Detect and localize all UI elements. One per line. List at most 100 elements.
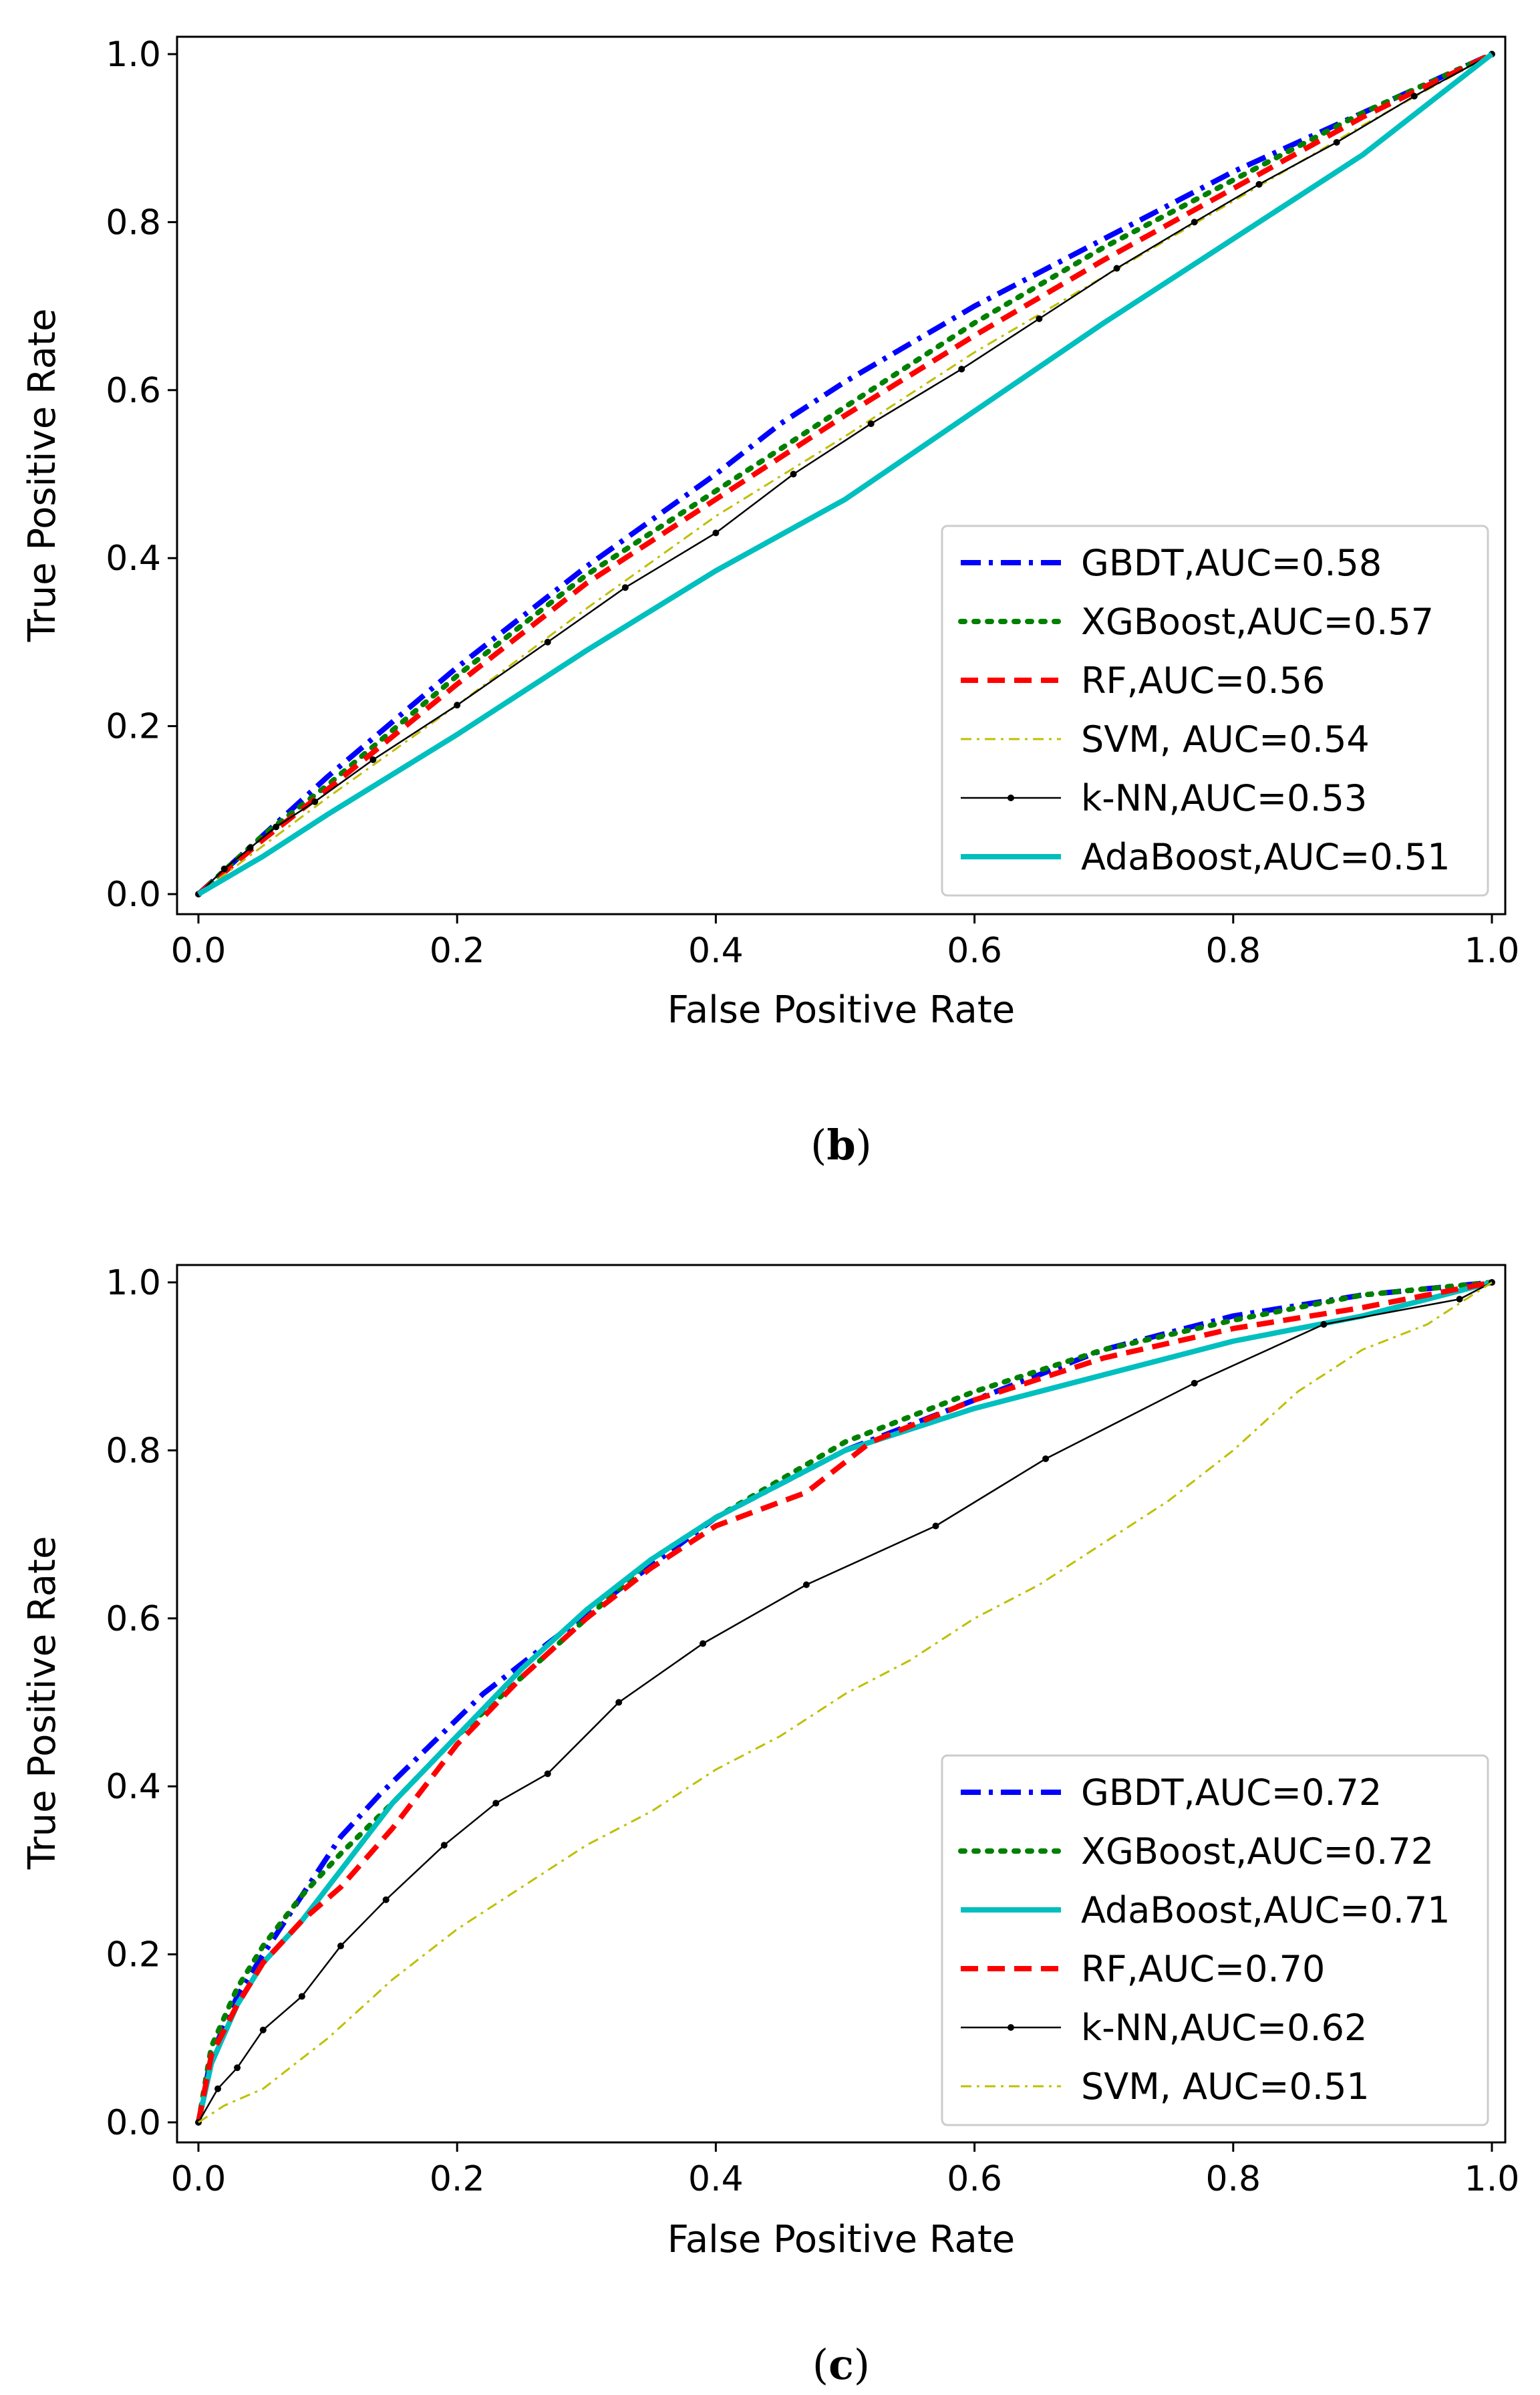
x-tick-label: 0.0 [171, 2159, 226, 2199]
series-point-k-nn [1036, 315, 1043, 322]
series-line-xgboost [196, 51, 1495, 897]
legend-entry: SVM, AUC=0.54 [1081, 718, 1370, 760]
series-line-rf [196, 1280, 1493, 2123]
panel-caption: (c) [812, 2340, 870, 2389]
x-tick-label: 0.8 [1205, 931, 1261, 971]
series-point-k-nn [220, 865, 228, 873]
y-tick-label: 0.6 [106, 371, 161, 411]
series-point-k-nn [621, 584, 629, 591]
y-tick-label: 1.0 [106, 35, 161, 75]
series-point-k-nn [382, 1896, 390, 1903]
series-point-k-nn [1191, 1379, 1198, 1387]
series-point-k-nn [932, 1522, 939, 1530]
x-tick-label: 0.6 [947, 2159, 1002, 2199]
x-tick-label: 0.2 [430, 2159, 485, 2199]
series-point-k-nn [247, 844, 254, 851]
series-point-k-nn [712, 529, 720, 537]
y-tick-label: 0.4 [106, 539, 161, 579]
caption-close-paren: ) [854, 2340, 870, 2389]
series-point-k-nn [615, 1699, 623, 1706]
legend-entry: RF,AUC=0.56 [1081, 660, 1325, 702]
roc-chart-c: 0.0 0.2 0.4 0.6 0.8 1.0 0.0 0.2 0.4 0.6 0.8 1.0 Fal… [21, 1263, 1519, 2389]
panel-label: c [828, 2340, 854, 2389]
legend-entry: XGBoost,AUC=0.72 [1081, 1830, 1434, 1872]
y-tick-label: 0.2 [106, 707, 161, 747]
y-axis-label: True Positive Rate [21, 1536, 64, 1870]
y-tick-label: 0.2 [106, 1935, 161, 1975]
series-line-svm [198, 1281, 1493, 2124]
series-point-k-nn [1255, 180, 1263, 188]
legend-entry: AdaBoost,AUC=0.71 [1081, 1889, 1450, 1931]
legend-marker [1008, 795, 1014, 801]
caption-open-paren: ( [810, 1121, 826, 1169]
series-point-k-nn [298, 1993, 305, 2000]
series-line-rf [196, 51, 1493, 897]
series-point-k-nn [273, 823, 280, 831]
legend-entry: SVM, AUC=0.51 [1081, 2066, 1370, 2108]
series-point-k-nn [790, 470, 797, 478]
series-point-k-nn [1456, 1296, 1463, 1303]
panel-caption: (b) [810, 1121, 872, 1169]
x-tick-label: 0.6 [947, 931, 1002, 971]
series-point-k-nn [958, 366, 965, 373]
series-point-k-nn [1333, 138, 1340, 146]
series-line-gbdt [196, 1280, 1493, 2123]
x-tick-label: 0.4 [688, 2159, 744, 2199]
series-point-k-nn [700, 1640, 707, 1647]
x-tick-label: 0.8 [1205, 2159, 1261, 2199]
legend-box [941, 525, 1489, 897]
series-point-k-nn [1410, 92, 1418, 100]
series-line-adaboost [196, 51, 1494, 897]
legend-entry: GBDT,AUC=0.58 [1081, 542, 1382, 584]
series-point-k-nn [337, 1943, 344, 1950]
series-point-k-nn [311, 798, 319, 805]
legend: GBDT,AUC=0.72 XGBoost,AUC=0.72 AdaBoost,AU… [941, 1754, 1489, 2126]
legend-entry: AdaBoost,AUC=0.51 [1081, 836, 1450, 878]
legend-entry: RF,AUC=0.70 [1081, 1948, 1325, 1990]
series-point-k-nn [440, 1842, 448, 1849]
series-point-k-nn [214, 2085, 222, 2092]
series-point-k-nn [802, 1581, 810, 1588]
x-tick-label: 0.0 [171, 931, 226, 971]
legend-entry: k-NN,AUC=0.62 [1081, 2007, 1367, 2049]
y-tick-label: 0.6 [106, 1599, 161, 1639]
x-axis-label: False Positive Rate [667, 988, 1015, 1032]
x-tick-label: 0.4 [688, 931, 744, 971]
caption-close-paren: ) [856, 1121, 872, 1169]
legend-entry: XGBoost,AUC=0.57 [1081, 601, 1434, 643]
y-tick-label: 0.8 [106, 202, 161, 243]
x-tick-label: 1.0 [1465, 931, 1520, 971]
y-tick-label: 0.4 [106, 1767, 161, 1807]
series-point-k-nn [454, 702, 461, 709]
y-tick-label: 0.8 [106, 1431, 161, 1471]
series-line-svm [198, 53, 1493, 895]
y-tick-label: 0.0 [106, 875, 161, 915]
series-point-k-nn [544, 638, 551, 646]
legend-marker [1008, 2024, 1014, 2031]
series-point-k-nn [492, 1800, 500, 1807]
y-tick-label: 0.0 [106, 2103, 161, 2143]
series-point-k-nn [544, 1770, 551, 1778]
x-tick-label: 1.0 [1465, 2159, 1520, 2199]
plot-frame [176, 35, 1507, 915]
series-point-k-nn [1042, 1455, 1050, 1462]
plot-frame [176, 1264, 1507, 2144]
series-point-k-nn [1320, 1320, 1328, 1328]
legend-entry: GBDT,AUC=0.72 [1081, 1772, 1382, 1814]
series-point-k-nn [259, 2026, 267, 2033]
series-point-k-nn [369, 756, 377, 763]
legend: GBDT,AUC=0.58 XGBoost,AUC=0.57 RF,AUC=0.56… [941, 525, 1489, 897]
series-line-gbdt [196, 51, 1493, 896]
legend-entry: k-NN,AUC=0.53 [1081, 777, 1367, 819]
series-point-k-nn [1113, 265, 1120, 272]
series-point-k-nn [867, 420, 875, 428]
x-tick-label: 0.2 [430, 931, 485, 971]
y-axis-label: True Positive Rate [21, 309, 64, 643]
legend-box [941, 1754, 1489, 2126]
series-line-k-nn [198, 53, 1493, 895]
caption-open-paren: ( [812, 2340, 828, 2389]
roc-chart-b: 0.0 0.2 0.4 0.6 0.8 1.0 0.0 0.2 0.4 0.6 0.8 1.0 Fal… [21, 35, 1519, 1169]
panel-label: b [826, 1121, 855, 1169]
series-point-k-nn [1191, 219, 1198, 226]
